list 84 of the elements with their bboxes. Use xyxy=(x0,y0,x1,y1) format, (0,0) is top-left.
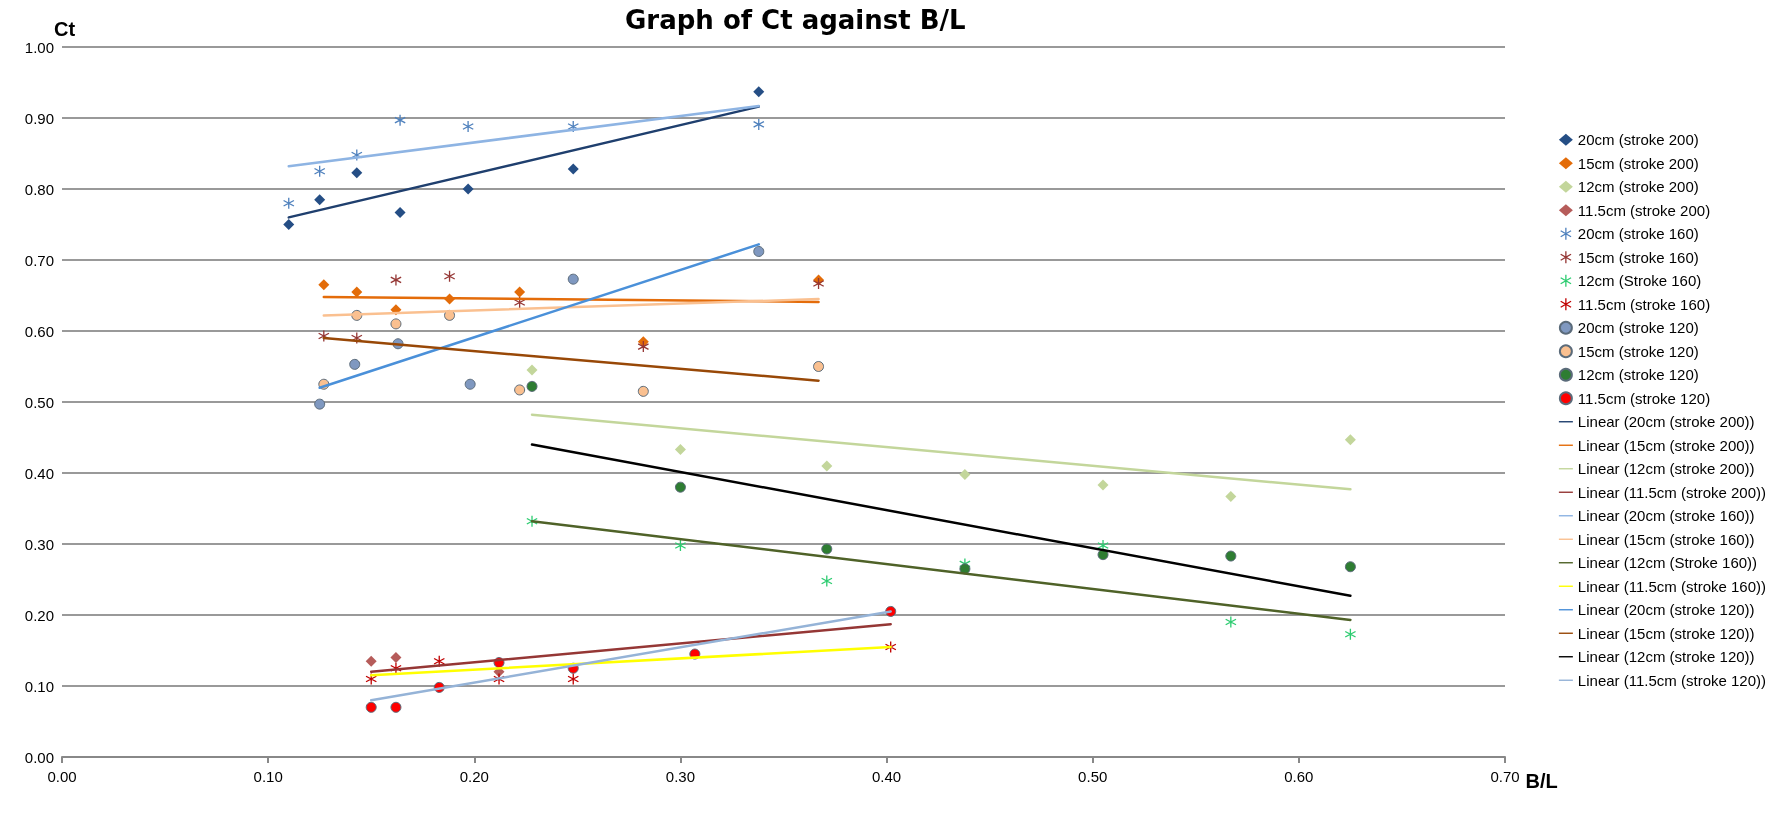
point xyxy=(464,378,476,390)
point xyxy=(637,385,649,397)
legend-label: 20cm (stroke 160) xyxy=(1577,225,1699,243)
point xyxy=(314,194,326,206)
x-tick-label: 0.40 xyxy=(871,768,902,785)
point xyxy=(394,206,406,218)
legend-label: Linear (15cm (stroke 200)) xyxy=(1577,436,1755,454)
point xyxy=(1344,561,1356,573)
legend-label: Linear (20cm (stroke 200)) xyxy=(1577,413,1755,431)
point xyxy=(959,468,971,480)
point xyxy=(314,398,326,410)
point xyxy=(813,361,825,372)
point xyxy=(462,121,474,133)
y-tick-label: 1.00 xyxy=(24,38,54,56)
legend-label: 15cm (stroke 160) xyxy=(1577,248,1699,266)
point xyxy=(283,219,295,230)
y-tick-label: 0.40 xyxy=(24,464,54,482)
legend-label: 11.5cm (stroke 160) xyxy=(1577,295,1711,313)
point xyxy=(365,701,377,713)
legend-label: 12cm (stroke 120) xyxy=(1577,366,1699,384)
point xyxy=(390,652,402,664)
x-tick-label: 0.70 xyxy=(1490,768,1520,785)
y-tick-label: 0.90 xyxy=(24,109,54,127)
y-tick-label: 0.00 xyxy=(24,748,54,766)
point xyxy=(526,364,538,376)
legend-label: Linear (15cm (stroke 160)) xyxy=(1577,530,1755,548)
point xyxy=(365,655,377,667)
point xyxy=(390,318,402,330)
y-tick-label: 0.70 xyxy=(24,251,54,269)
point xyxy=(351,286,363,298)
legend-label: Linear (11.5cm (stroke 120)) xyxy=(1577,671,1767,689)
x-tick-label: 0.50 xyxy=(1078,768,1108,785)
point xyxy=(567,163,579,175)
y-tick-label: 0.10 xyxy=(24,677,54,695)
x-axis-title: B/L xyxy=(1525,770,1558,792)
x-tick-label: 0.00 xyxy=(47,768,77,785)
legend-label: Linear (20cm (stroke 120)) xyxy=(1577,601,1755,619)
point xyxy=(1344,434,1356,446)
point xyxy=(821,543,833,555)
x-tick-label: 0.30 xyxy=(665,768,696,785)
legend-label: Linear (11.5cm (stroke 200)) xyxy=(1577,483,1767,501)
legend-label: Linear (12cm (stroke 120)) xyxy=(1577,648,1755,666)
legend-label: 11.5cm (stroke 200) xyxy=(1577,201,1711,219)
point xyxy=(390,274,402,286)
point xyxy=(390,701,402,713)
point xyxy=(1225,550,1237,562)
y-tick-label: 0.30 xyxy=(24,535,54,553)
legend-label: 12cm (stroke 200) xyxy=(1577,178,1699,196)
point xyxy=(514,286,526,298)
x-tick-label: 0.20 xyxy=(459,768,489,785)
legend-label: 20cm (stroke 200) xyxy=(1577,131,1699,149)
legend-label: Linear (12cm (stroke 200)) xyxy=(1577,460,1755,478)
y-tick-label: 0.50 xyxy=(24,393,54,411)
point xyxy=(753,245,765,257)
legend-label: 11.5cm (stroke 120) xyxy=(1577,389,1711,407)
y-tick-label: 0.60 xyxy=(24,322,54,340)
point xyxy=(674,481,686,493)
chart-title: Graph of Ct against B/L xyxy=(625,5,966,35)
point xyxy=(318,279,330,291)
point xyxy=(821,460,833,472)
legend-label: 15cm (stroke 200) xyxy=(1577,154,1699,172)
point xyxy=(526,380,538,392)
point xyxy=(567,273,579,285)
legend-label: Linear (20cm (stroke 160)) xyxy=(1577,507,1755,525)
point xyxy=(349,358,361,370)
y-axis-title: Ct xyxy=(54,18,76,40)
x-tick-label: 0.60 xyxy=(1284,768,1314,785)
point xyxy=(514,384,526,396)
y-tick-label: 0.20 xyxy=(24,606,54,624)
point xyxy=(351,167,363,179)
point xyxy=(1097,479,1109,491)
legend-label: Linear (15cm (stroke 120)) xyxy=(1577,624,1755,642)
legend-label: 15cm (stroke 120) xyxy=(1577,342,1699,360)
x-tick-label: 0.10 xyxy=(253,768,283,785)
point xyxy=(674,444,686,456)
legend-label: Linear (12cm (Stroke 160)) xyxy=(1577,554,1758,572)
point xyxy=(462,183,474,195)
point xyxy=(753,86,765,98)
y-tick-label: 0.80 xyxy=(24,180,54,198)
point xyxy=(1225,490,1237,502)
legend-label: 12cm (Stroke 160) xyxy=(1577,272,1702,290)
legend-label: 20cm (stroke 120) xyxy=(1577,319,1699,337)
legend-label: Linear (11.5cm (stroke 160)) xyxy=(1577,577,1767,595)
point xyxy=(394,114,406,126)
